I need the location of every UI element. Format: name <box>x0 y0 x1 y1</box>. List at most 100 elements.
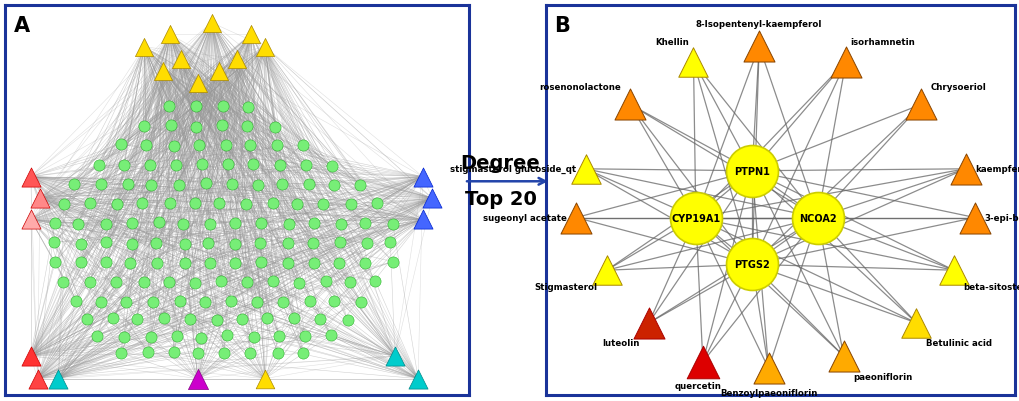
Point <box>108 279 124 286</box>
Point <box>760 365 776 372</box>
Point <box>957 166 973 172</box>
Point <box>137 45 153 51</box>
Point <box>342 201 359 208</box>
Text: beta-sitosterol: beta-sitosterol <box>962 282 1019 291</box>
Point <box>22 174 39 180</box>
Point <box>162 32 178 38</box>
Point <box>357 220 373 226</box>
Point <box>70 221 87 227</box>
Point <box>98 259 114 265</box>
Point <box>162 123 178 129</box>
Point <box>136 124 152 130</box>
Text: Degree: Degree <box>461 154 540 173</box>
Point <box>271 332 287 339</box>
Point <box>294 142 311 148</box>
Text: A: A <box>13 16 30 36</box>
Point <box>190 375 206 382</box>
Point <box>257 45 273 51</box>
Text: PTGS2: PTGS2 <box>734 260 769 269</box>
Point <box>339 317 356 323</box>
Point <box>384 259 400 265</box>
Point <box>315 202 331 208</box>
Point <box>170 182 186 189</box>
Point <box>145 300 161 306</box>
Point <box>149 260 165 267</box>
Point <box>142 163 158 169</box>
Point <box>155 68 171 75</box>
Point <box>250 182 266 189</box>
Point <box>415 217 431 223</box>
Point <box>265 200 281 207</box>
Point <box>211 200 227 207</box>
Point <box>577 166 593 172</box>
Point <box>271 162 287 169</box>
Point <box>330 260 346 266</box>
Point <box>306 260 322 267</box>
Point <box>265 278 281 285</box>
Point <box>135 200 151 207</box>
Point <box>213 122 229 129</box>
Point <box>93 299 109 306</box>
Text: stigmasterol glucoside_qt: stigmasterol glucoside_qt <box>449 165 576 174</box>
Point <box>168 162 184 169</box>
Point <box>267 124 283 131</box>
Point <box>123 241 140 247</box>
Text: CYP19A1: CYP19A1 <box>671 213 719 223</box>
Point <box>143 182 159 188</box>
Point <box>238 279 255 286</box>
Point <box>687 215 703 221</box>
Point <box>176 241 193 247</box>
Point <box>640 320 656 326</box>
Point <box>837 59 853 66</box>
Point <box>743 168 759 174</box>
Point <box>83 200 99 207</box>
Point <box>194 162 210 168</box>
Point <box>290 280 307 286</box>
Point <box>202 261 218 267</box>
Point <box>289 201 306 207</box>
Point <box>82 279 98 286</box>
Point <box>22 353 39 359</box>
Point <box>89 333 105 339</box>
Point <box>245 162 261 168</box>
Point <box>305 241 321 247</box>
Text: quercetin: quercetin <box>675 381 720 390</box>
Text: Chrysoeriol: Chrysoeriol <box>929 83 985 91</box>
Text: Benzoylpaeoniflorin: Benzoylpaeoniflorin <box>719 388 816 397</box>
Point <box>32 195 48 202</box>
Point <box>165 349 181 355</box>
Point <box>156 315 172 322</box>
Text: Khellin: Khellin <box>654 38 688 47</box>
Point <box>622 102 638 108</box>
Text: rosenonolactone: rosenonolactone <box>538 83 621 91</box>
Point <box>47 220 63 227</box>
Text: PTPN1: PTPN1 <box>734 166 769 176</box>
Point <box>239 105 256 111</box>
Point <box>109 201 125 208</box>
Point <box>186 200 203 207</box>
Point <box>312 316 328 323</box>
Point <box>357 260 373 267</box>
Point <box>190 350 206 356</box>
Text: isorhamnetin: isorhamnetin <box>850 38 914 47</box>
Point <box>169 333 185 340</box>
Point <box>50 375 66 382</box>
Point <box>306 220 322 226</box>
Point <box>105 315 121 322</box>
Text: 3-epi-beta-Sitosterol: 3-epi-beta-Sitosterol <box>983 213 1019 223</box>
Point <box>210 68 226 75</box>
Point <box>223 182 239 188</box>
Point <box>166 144 182 150</box>
Point <box>30 375 46 382</box>
Text: kaempferol: kaempferol <box>974 165 1019 174</box>
Point <box>174 221 191 228</box>
Point <box>809 215 825 221</box>
Point <box>286 315 303 322</box>
Point <box>171 298 187 305</box>
Point <box>217 143 233 149</box>
Point <box>191 142 207 149</box>
Point <box>115 334 131 340</box>
Point <box>239 124 256 130</box>
Point <box>203 20 219 27</box>
Point <box>237 201 254 208</box>
